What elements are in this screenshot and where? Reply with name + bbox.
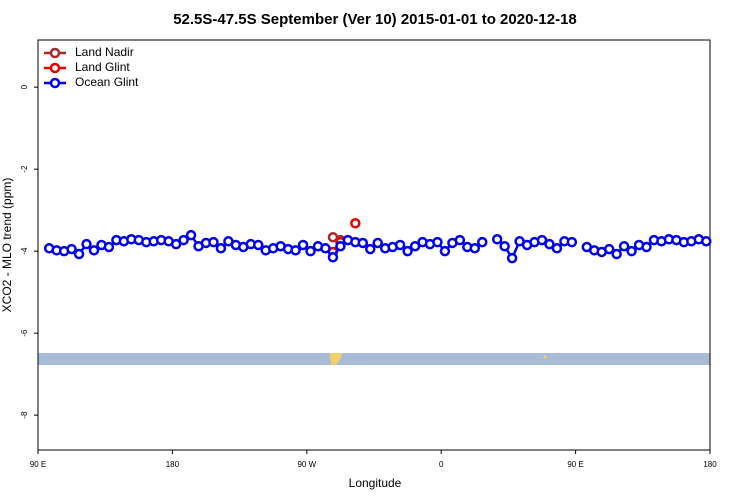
data-point xyxy=(372,237,383,249)
data-point xyxy=(454,234,466,246)
data-point xyxy=(499,240,510,252)
data-point xyxy=(215,243,227,254)
data-point xyxy=(439,245,451,257)
data-point xyxy=(73,248,85,260)
legend-label: Land Glint xyxy=(75,60,130,74)
y-tick-label: 0 xyxy=(20,84,29,89)
data-point xyxy=(297,239,309,251)
data-point xyxy=(394,239,406,251)
data-point xyxy=(641,241,652,253)
data-point xyxy=(66,243,77,255)
data-point xyxy=(551,243,563,254)
data-point xyxy=(402,245,413,257)
data-point xyxy=(506,252,518,264)
data-point xyxy=(626,245,637,257)
data-point xyxy=(185,229,197,241)
data-point xyxy=(335,240,346,252)
y-tick-label: -8 xyxy=(20,411,29,419)
data-point xyxy=(365,243,376,255)
y-tick-label: -6 xyxy=(20,329,29,337)
data-point xyxy=(544,238,555,250)
data-point xyxy=(536,234,548,246)
x-tick-label: 180 xyxy=(166,460,180,469)
data-point xyxy=(305,245,316,257)
x-tick-label: 90 W xyxy=(297,460,316,469)
x-tick-label: 90 E xyxy=(30,460,46,469)
chart-title: 52.5S-47.5S September (Ver 10) 2015-01-0… xyxy=(173,11,577,28)
data-point xyxy=(320,243,331,254)
x-tick-label: 0 xyxy=(439,460,444,469)
legend-label: Land Nadir xyxy=(75,45,134,59)
y-tick-label: -4 xyxy=(20,247,29,255)
data-point xyxy=(253,239,264,251)
land-patch xyxy=(543,355,547,359)
y-axis-label: XCO2 - MLO trend (ppm) xyxy=(0,178,14,313)
x-tick-label: 180 xyxy=(703,460,717,469)
data-point xyxy=(178,234,189,246)
data-point xyxy=(432,236,443,248)
legend-marker xyxy=(49,47,61,59)
data-point xyxy=(491,234,503,245)
legend-label: Ocean Glint xyxy=(75,75,139,89)
data-point xyxy=(611,248,622,260)
y-tick-label: -2 xyxy=(20,165,29,173)
data-point xyxy=(566,236,578,248)
x-tick-label: 90 E xyxy=(567,460,583,469)
legend-marker xyxy=(49,62,61,74)
data-point xyxy=(81,238,92,250)
x-axis-label: Longitude xyxy=(349,476,402,490)
data-point xyxy=(469,243,481,254)
data-point xyxy=(103,241,115,253)
data-point xyxy=(327,252,339,263)
data-point xyxy=(477,236,488,248)
data-point xyxy=(208,236,219,248)
data-point xyxy=(618,240,630,252)
data-point xyxy=(409,240,421,252)
data-point xyxy=(170,238,182,250)
legend-marker xyxy=(49,77,61,89)
data-point xyxy=(88,245,100,256)
land-patch xyxy=(330,353,342,365)
data-point xyxy=(357,237,369,249)
data-point xyxy=(290,245,301,256)
data-point xyxy=(350,218,361,229)
data-point xyxy=(701,236,712,247)
coverage-strip xyxy=(38,353,710,365)
data-point xyxy=(603,243,615,255)
